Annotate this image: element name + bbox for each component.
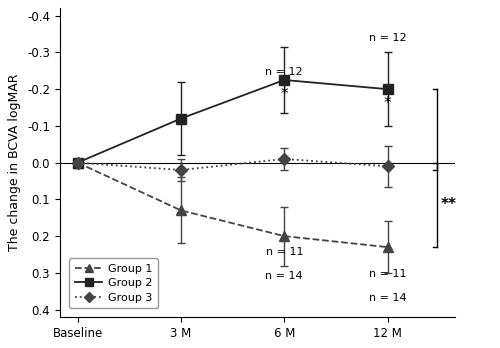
Text: n = 14: n = 14	[369, 293, 406, 303]
Text: *: *	[280, 87, 288, 102]
Text: n = 12: n = 12	[266, 68, 303, 77]
Text: n = 14: n = 14	[266, 271, 303, 281]
Text: **: **	[440, 197, 456, 212]
Text: n = 11: n = 11	[369, 269, 406, 279]
Text: *: *	[384, 96, 392, 111]
Legend: Group 1, Group 2, Group 3: Group 1, Group 2, Group 3	[69, 258, 158, 308]
Y-axis label: The change in BCVA logMAR: The change in BCVA logMAR	[8, 74, 22, 251]
Text: n = 12: n = 12	[369, 32, 406, 42]
Text: n = 11: n = 11	[266, 247, 303, 257]
